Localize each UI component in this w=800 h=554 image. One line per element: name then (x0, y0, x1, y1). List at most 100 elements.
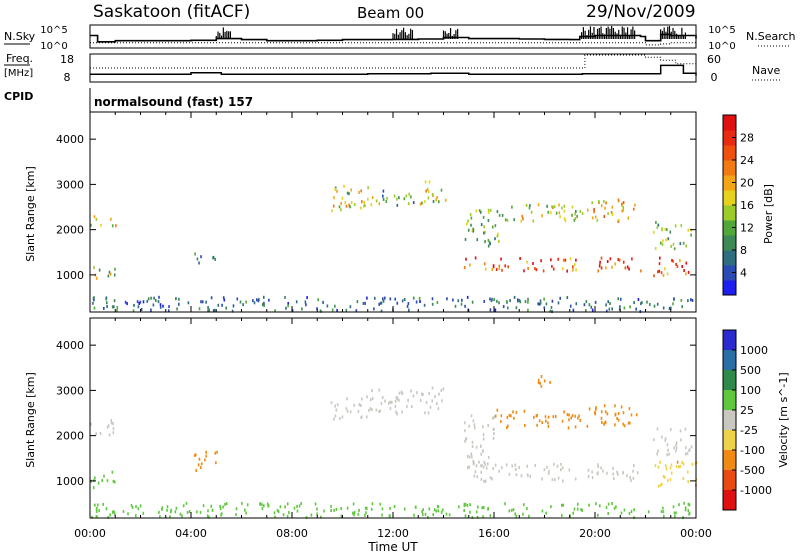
echo-cell (661, 242, 664, 246)
echo-cell (378, 410, 380, 413)
echo-cell (548, 469, 550, 473)
echo-cell (393, 194, 396, 198)
echo-cell (669, 477, 672, 481)
echo-cell (379, 502, 382, 506)
echo-cell (541, 509, 544, 513)
echo-cell (562, 258, 565, 262)
echo-cell (466, 222, 468, 226)
echo-cell (135, 505, 137, 509)
echo-cell (334, 186, 337, 190)
echo-cell (527, 266, 529, 270)
echo-cell (421, 201, 423, 205)
echo-cell (389, 297, 392, 301)
echo-cell (562, 503, 564, 507)
echo-cell (501, 213, 504, 217)
echo-cell (235, 513, 237, 517)
power-colorbar-tick-label: 16 (740, 199, 754, 212)
echo-cell (550, 505, 552, 509)
echo-cell (446, 297, 448, 301)
echo-cell (617, 418, 620, 422)
echo-cell (99, 432, 102, 435)
velocity-panel-frame (89, 317, 697, 519)
echo-cell (551, 299, 554, 303)
echo-cell (500, 257, 502, 261)
echo-cell (467, 219, 469, 223)
echo-cell (422, 508, 424, 512)
y-tick-label: 3000 (56, 384, 84, 397)
echo-cell (339, 417, 341, 421)
echo-cell (478, 209, 481, 213)
echo-cell (591, 308, 594, 312)
station-title: Saskatoon (fitACF) (93, 2, 250, 22)
echo-cell (427, 411, 430, 415)
echo-cell (664, 267, 666, 271)
echo-cell (162, 304, 164, 308)
echo-cell (263, 301, 265, 305)
echo-cell (382, 197, 385, 201)
echo-cell (373, 307, 375, 311)
echo-cell (627, 421, 630, 425)
echo-cell (406, 405, 408, 408)
echo-cell (611, 205, 614, 209)
echo-cell (627, 216, 630, 220)
echo-cell (575, 210, 577, 213)
echo-cell (170, 508, 173, 512)
echo-cell (501, 268, 503, 272)
echo-cell (527, 308, 529, 312)
echo-cell (95, 276, 98, 280)
echo-cell (103, 474, 105, 478)
echo-cell (360, 404, 362, 407)
echo-cell (547, 471, 550, 475)
power-colorbar-tick-label: 8 (740, 244, 747, 257)
echo-cell (159, 305, 162, 309)
power-ylabel: Slant Range [km] (24, 166, 37, 262)
echo-cell (467, 228, 470, 232)
echo-cell (563, 410, 565, 414)
echo-cell (113, 480, 116, 484)
echo-cell (112, 427, 115, 431)
echo-cell (470, 223, 472, 227)
echo-cell (345, 407, 348, 411)
echo-cell (600, 266, 603, 270)
echo-cell (494, 308, 497, 312)
echo-cell (320, 309, 322, 313)
echo-cell (536, 413, 538, 417)
echo-cell (425, 400, 428, 404)
freq-unit: [MHz] (4, 68, 33, 79)
echo-cell (93, 486, 95, 490)
echo-cell (153, 296, 155, 300)
echo-cell (334, 188, 336, 191)
echo-cell (498, 267, 501, 270)
echo-cell (116, 309, 118, 313)
echo-cell (561, 503, 563, 507)
echo-cell (515, 410, 518, 414)
echo-cell (360, 189, 362, 193)
echo-cell (92, 301, 94, 305)
echo-cell (139, 504, 142, 508)
x-tick-label: 08:00 (276, 527, 308, 540)
echo-cell (532, 219, 535, 223)
echo-cell (649, 303, 651, 306)
echo-cell (155, 299, 157, 302)
echo-cell (597, 463, 599, 467)
echo-cell (510, 508, 513, 512)
echo-cell (112, 510, 114, 514)
echo-cell (161, 507, 163, 511)
echo-cell (545, 419, 547, 423)
echo-cell (508, 413, 511, 417)
echo-cell (405, 194, 408, 198)
echo-cell (408, 308, 410, 312)
echo-cell (695, 461, 698, 465)
echo-cell (664, 227, 667, 231)
echo-cell (464, 514, 467, 518)
echo-cell (396, 203, 399, 207)
echo-cell (475, 464, 478, 468)
echo-cell (571, 213, 573, 217)
echo-cell (527, 297, 529, 301)
echo-cell (535, 268, 538, 272)
velocity-colorbar-frame (722, 329, 737, 511)
echo-cell (473, 423, 476, 427)
echo-cell (557, 476, 560, 480)
echo-cell (393, 505, 396, 508)
echo-cell (480, 444, 482, 448)
